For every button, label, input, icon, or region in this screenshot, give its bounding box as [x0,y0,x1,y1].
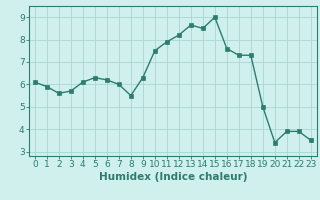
X-axis label: Humidex (Indice chaleur): Humidex (Indice chaleur) [99,172,247,182]
